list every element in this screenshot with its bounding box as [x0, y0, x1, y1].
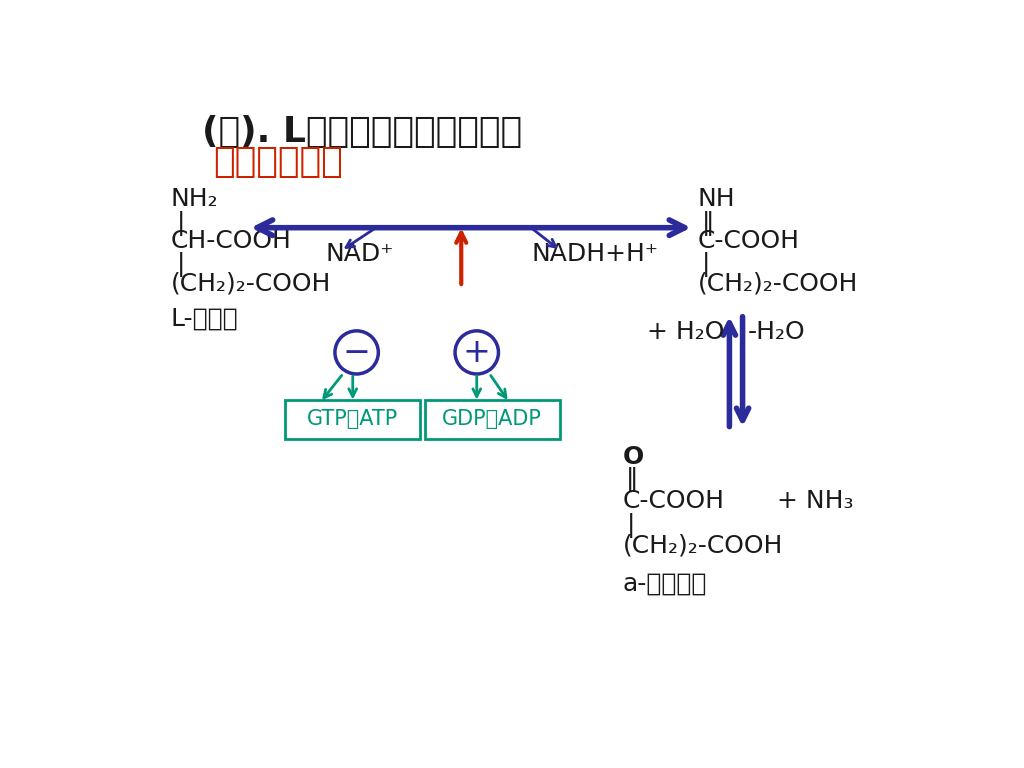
Text: -H₂O: -H₂O	[748, 320, 806, 344]
Text: NH: NH	[697, 187, 735, 211]
Text: NAD⁺: NAD⁺	[326, 243, 394, 266]
Text: + NH₃: + NH₃	[777, 489, 854, 514]
Text: ‖: ‖	[626, 467, 638, 492]
Text: C-COOH: C-COOH	[697, 229, 800, 253]
Text: NH₂: NH₂	[171, 187, 218, 211]
Text: NADH+H⁺: NADH+H⁺	[531, 243, 658, 266]
Text: + H₂O: + H₂O	[647, 320, 725, 344]
Text: (二). L谷氨酸氧化脱氨基作用: (二). L谷氨酸氧化脱氨基作用	[202, 115, 522, 149]
Text: 组织：肝、肾: 组织：肝、肾	[213, 144, 343, 178]
Text: |: |	[627, 512, 636, 538]
Text: L-谷氨酸: L-谷氨酸	[171, 306, 239, 330]
FancyBboxPatch shape	[286, 400, 420, 439]
Text: O: O	[623, 445, 644, 468]
Text: (CH₂)₂-COOH: (CH₂)₂-COOH	[697, 272, 858, 296]
Text: |: |	[177, 253, 185, 277]
Text: a-酮戊二酸: a-酮戊二酸	[623, 572, 707, 596]
Text: GDP，ADP: GDP，ADP	[442, 409, 542, 429]
Text: +: +	[463, 336, 490, 369]
Text: −: −	[343, 336, 371, 369]
Text: (CH₂)₂-COOH: (CH₂)₂-COOH	[623, 533, 782, 558]
Text: C-COOH: C-COOH	[623, 489, 724, 514]
Text: GTP，ATP: GTP，ATP	[307, 409, 398, 429]
Text: (CH₂)₂-COOH: (CH₂)₂-COOH	[171, 272, 331, 296]
Text: CH-COOH: CH-COOH	[171, 229, 292, 253]
Text: ‖: ‖	[702, 210, 715, 236]
Text: |: |	[177, 210, 185, 236]
FancyBboxPatch shape	[425, 400, 560, 439]
Text: |: |	[702, 253, 711, 277]
